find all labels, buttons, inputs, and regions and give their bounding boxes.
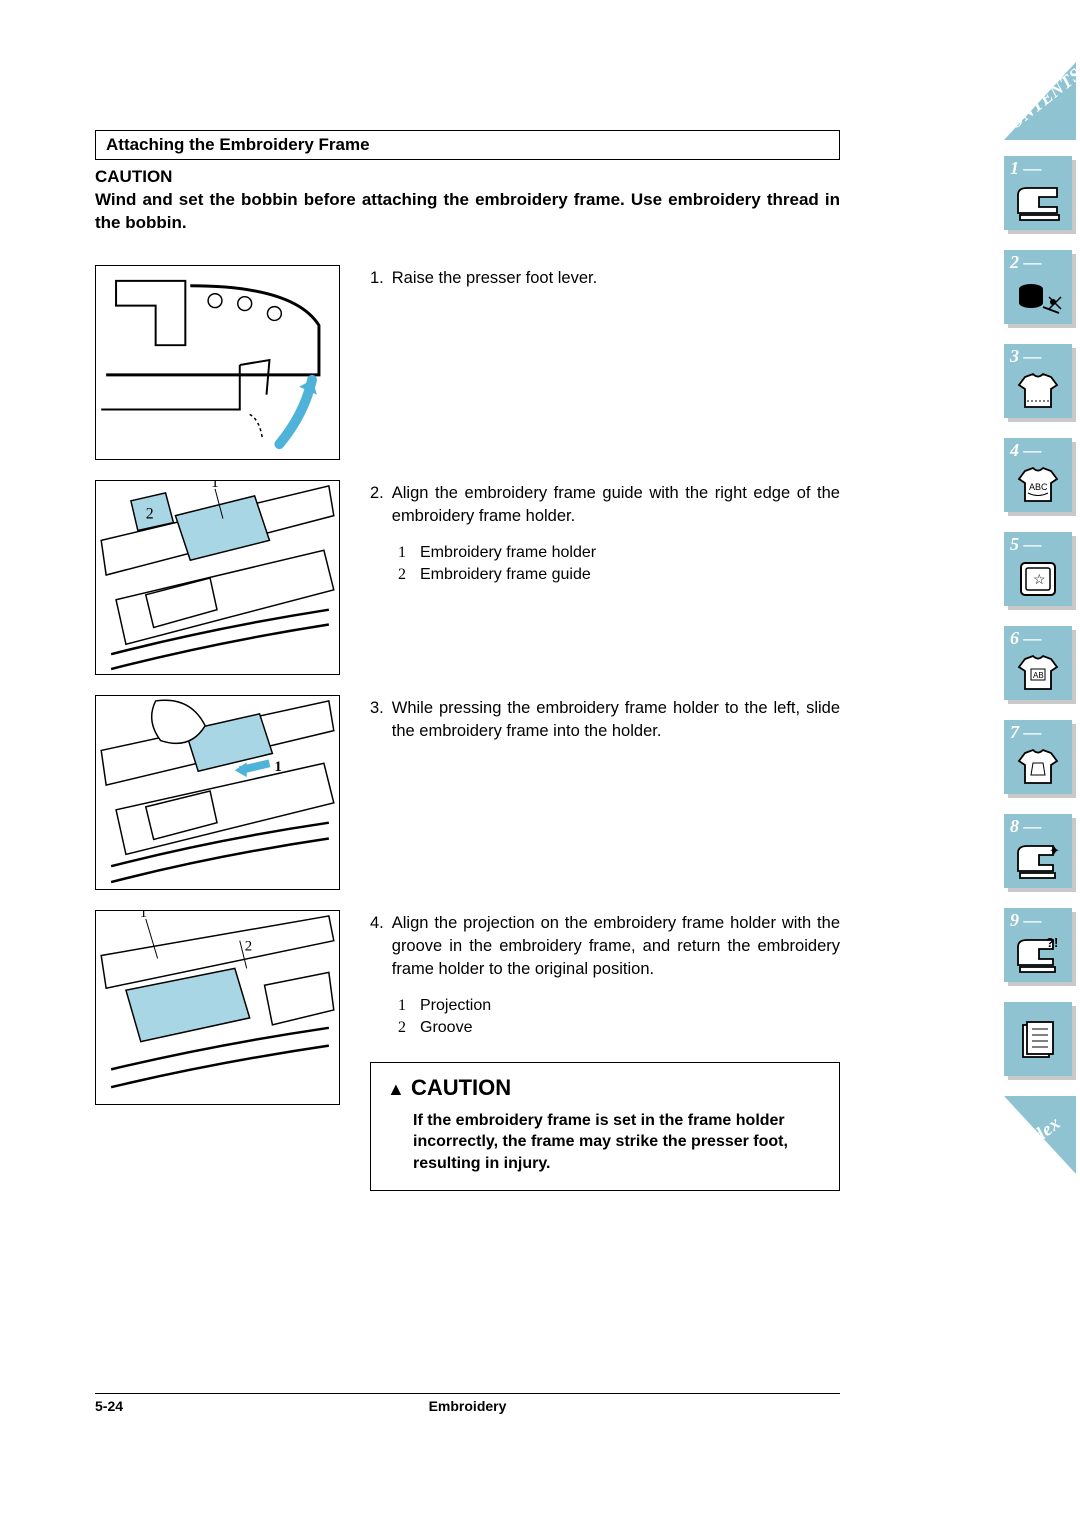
step-1-illustration <box>95 265 340 460</box>
section-title: Attaching the Embroidery Frame <box>95 130 840 160</box>
svg-text:AB: AB <box>1033 671 1044 680</box>
tab-3-num: 3 — <box>1004 346 1042 367</box>
step-4: 1 2 4.Align the projection on the embroi… <box>95 910 840 1192</box>
pages-icon <box>1013 1019 1063 1063</box>
step-2-sub-1-num: 1 <box>398 542 410 564</box>
tab-chapter-1[interactable]: 1 — <box>1004 156 1076 234</box>
step-2-sub-2-text: Embroidery frame guide <box>420 564 591 586</box>
step-4-text: Align the projection on the embroidery f… <box>392 912 840 981</box>
step-4-sub-1-text: Projection <box>420 995 491 1017</box>
tshirt-design-icon: AB <box>1013 651 1063 695</box>
svg-text:☆: ☆ <box>1033 571 1046 587</box>
step-2-num: 2. <box>370 482 384 528</box>
caution-box: ▲ CAUTION If the embroidery frame is set… <box>370 1062 840 1192</box>
caution-box-body: If the embroidery frame is set in the fr… <box>387 1110 823 1175</box>
sewing-machine-sparkle-icon: ✦ <box>1013 839 1063 883</box>
tab-chapter-3[interactable]: 3 — <box>1004 344 1076 422</box>
step-2-illustration: 2 1 <box>95 480 340 675</box>
tab-chapter-6[interactable]: 6 — AB <box>1004 626 1076 704</box>
step-2-text: Align the embroidery frame guide with th… <box>392 482 840 528</box>
step-3-illustration: 1 2 <box>95 695 340 890</box>
footer-title: Embroidery <box>429 1398 507 1414</box>
tab-6-num: 6 — <box>1004 628 1042 649</box>
caution-top-text: Wind and set the bobbin before attaching… <box>95 190 840 232</box>
svg-text:2: 2 <box>245 938 252 954</box>
svg-text:?!: ?! <box>1046 935 1058 950</box>
tshirt-letters-icon: ABC <box>1013 463 1063 507</box>
sewing-machine-icon <box>1013 181 1063 225</box>
step-3-num: 3. <box>370 697 384 743</box>
svg-text:1: 1 <box>211 481 219 491</box>
step-3-text: While pressing the embroidery frame hold… <box>392 697 840 743</box>
step-2: 2 1 2.Align the embroidery frame guide w… <box>95 480 840 675</box>
tab-1-num: 1 — <box>1004 158 1042 179</box>
step-2-sub-2-num: 2 <box>398 564 410 586</box>
caution-box-title: CAUTION <box>411 1075 511 1100</box>
warning-icon: ▲ <box>387 1079 405 1099</box>
tab-8-num: 8 — <box>1004 816 1042 837</box>
thread-spool-icon <box>1013 275 1063 319</box>
tab-contents[interactable]: CONTENTS <box>1004 62 1076 140</box>
page-footer: 5-24 Embroidery <box>95 1393 840 1414</box>
tab-chapter-7[interactable]: 7 — <box>1004 720 1076 798</box>
step-4-sub-2-text: Groove <box>420 1017 472 1039</box>
caution-top: CAUTION Wind and set the bobbin before a… <box>95 166 840 235</box>
tab-index[interactable]: Index <box>1004 1096 1076 1174</box>
svg-text:1: 1 <box>140 911 147 921</box>
step-4-num: 4. <box>370 912 384 981</box>
tab-2-num: 2 — <box>1004 252 1042 273</box>
tshirt-pattern-icon <box>1013 745 1063 789</box>
tab-4-num: 4 — <box>1004 440 1042 461</box>
step-1: 1. Raise the presser foot lever. <box>95 265 840 460</box>
step-4-sub-2-num: 2 <box>398 1017 410 1039</box>
step-3: 1 2 3.While pressing the embroidery fram… <box>95 695 840 890</box>
embroidery-frame-icon: ☆ <box>1013 557 1063 601</box>
caution-top-label: CAUTION <box>95 167 172 186</box>
tab-chapter-9[interactable]: 9 — ?! <box>1004 908 1076 986</box>
tab-7-num: 7 — <box>1004 722 1042 743</box>
svg-text:2: 2 <box>146 505 154 522</box>
step-4-illustration: 1 2 <box>95 910 340 1105</box>
tab-appendix[interactable] <box>1004 1002 1076 1080</box>
step-1-text: Raise the presser foot lever. <box>392 267 597 290</box>
step-2-sub-1-text: Embroidery frame holder <box>420 542 596 564</box>
svg-text:✦: ✦ <box>1049 843 1060 858</box>
tab-chapter-4[interactable]: 4 — ABC <box>1004 438 1076 516</box>
tab-chapter-2[interactable]: 2 — <box>1004 250 1076 328</box>
tshirt-icon <box>1013 369 1063 413</box>
tab-chapter-8[interactable]: 8 — ✦ <box>1004 814 1076 892</box>
sewing-machine-help-icon: ?! <box>1013 933 1063 977</box>
tab-chapter-5[interactable]: 5 — ☆ <box>1004 532 1076 610</box>
step-4-sub-1-num: 1 <box>398 995 410 1017</box>
tab-9-num: 9 — <box>1004 910 1042 931</box>
tab-contents-label: CONTENTS <box>995 63 1080 141</box>
step-1-num: 1. <box>370 267 384 290</box>
tab-5-num: 5 — <box>1004 534 1042 555</box>
page-number: 5-24 <box>95 1398 123 1414</box>
chapter-tabs-sidebar: CONTENTS 1 — 2 — 3 — 4 — ABC <box>1004 62 1080 1174</box>
svg-text:ABC: ABC <box>1029 482 1048 492</box>
tab-index-label: Index <box>1014 1113 1065 1160</box>
